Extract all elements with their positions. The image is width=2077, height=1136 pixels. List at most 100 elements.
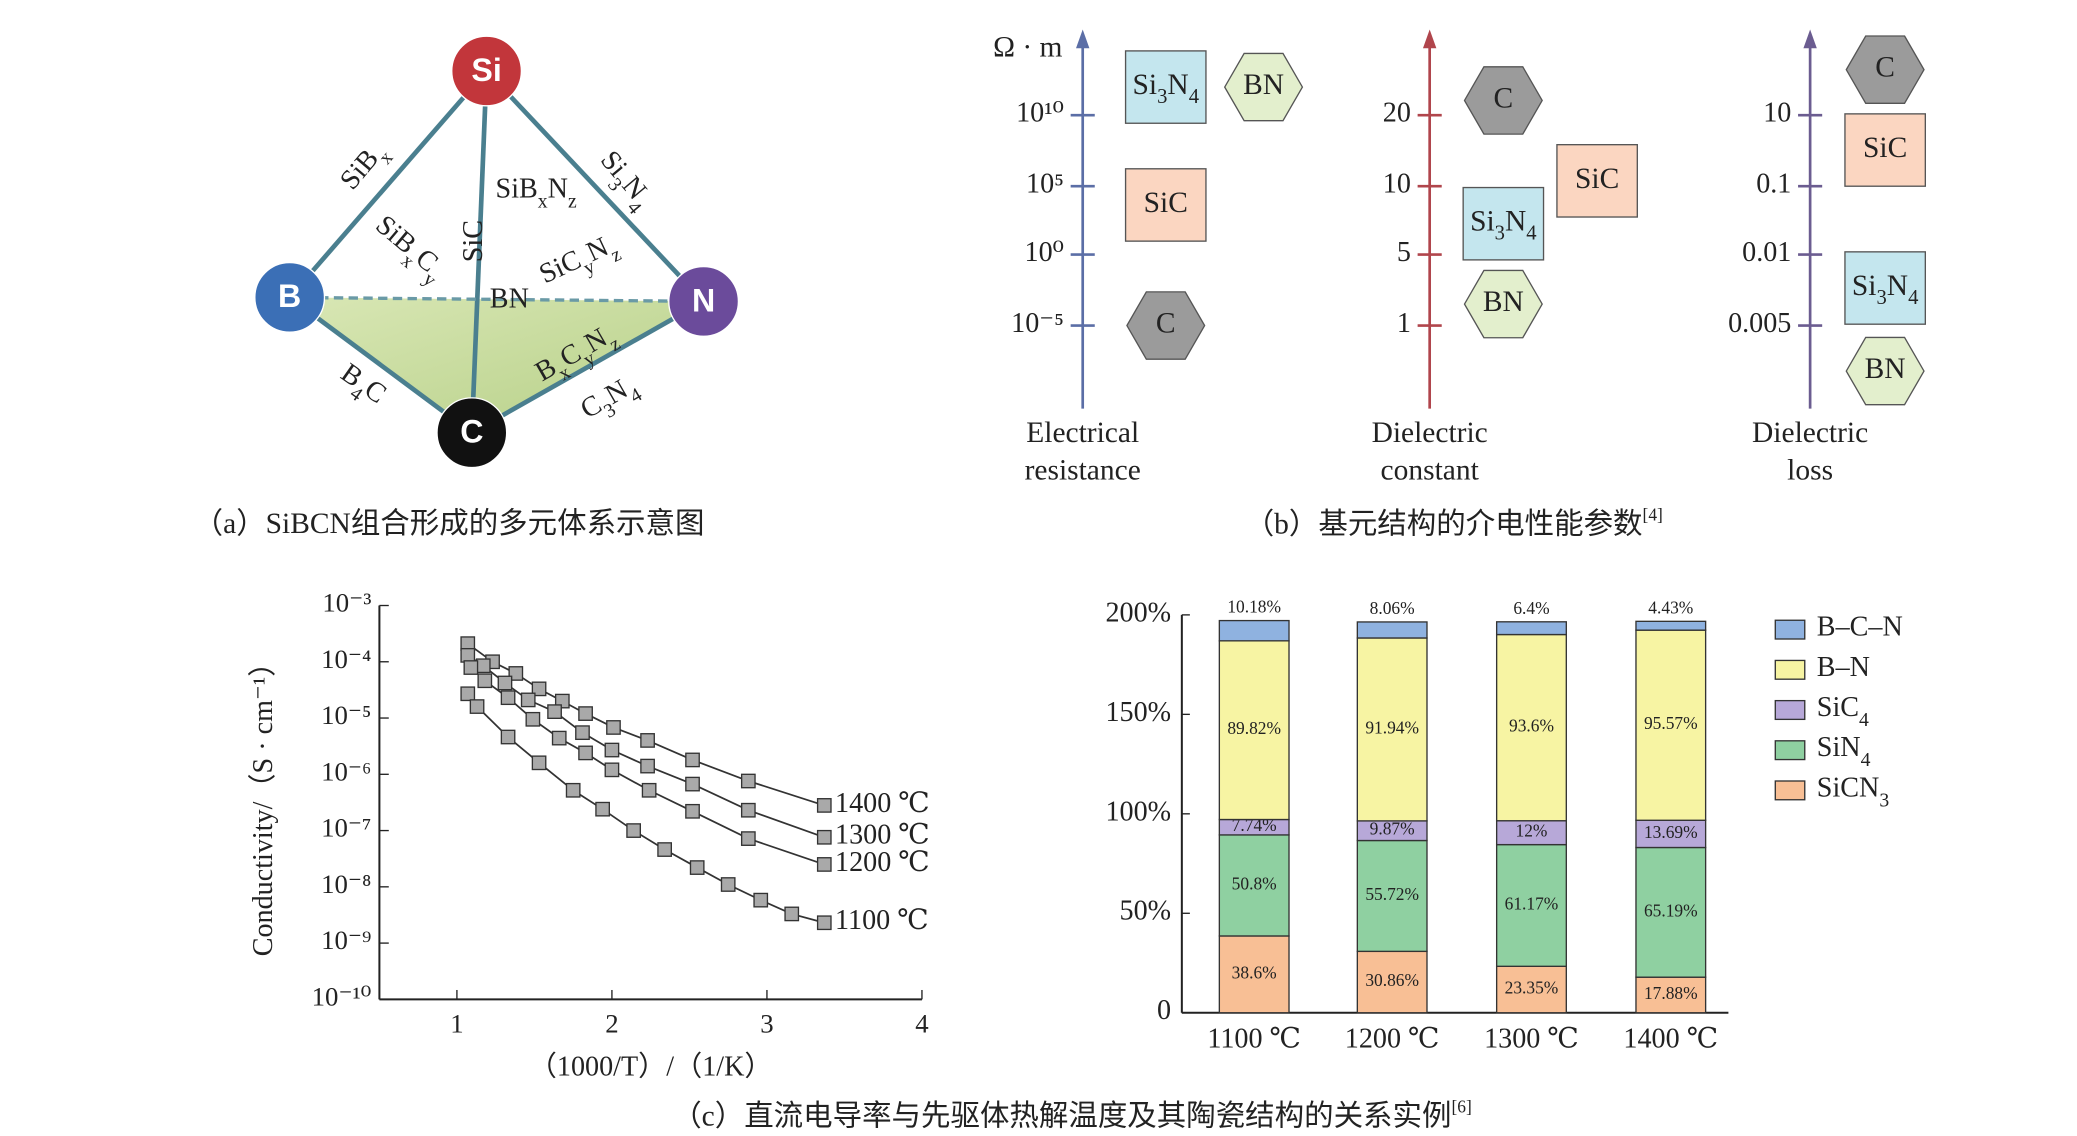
- y-tick-label: 10⁻³: [322, 588, 371, 618]
- x-tick-label: 1: [450, 1008, 463, 1038]
- value-label: 23.35%: [1505, 978, 1559, 998]
- marker: [816, 915, 832, 931]
- bar-segment: [1495, 843, 1567, 967]
- scale-label: constant: [1381, 455, 1480, 487]
- bar-segment: [1635, 819, 1707, 849]
- material-box: [1556, 144, 1638, 218]
- scale-tick-label: 0.01: [1742, 237, 1791, 268]
- marker: [547, 704, 562, 719]
- scale-label: Dielectric: [1752, 417, 1868, 449]
- series-label: 1100 ℃: [835, 905, 929, 936]
- edge-label: SiBxNz: [496, 174, 577, 212]
- y-tick-label: 10⁻⁷: [321, 813, 371, 843]
- material-box: [1844, 113, 1926, 187]
- y-tick-label: 10⁻⁹: [321, 925, 371, 955]
- material-label: C: [1156, 307, 1176, 339]
- marker: [565, 782, 581, 798]
- caption-a: （a）SiBCN组合形成的多元体系示意图: [194, 507, 705, 540]
- value-label: 4.43%: [1648, 597, 1693, 617]
- scale-label: Dielectric: [1372, 417, 1488, 449]
- value-label: 10.18%: [1227, 597, 1281, 617]
- caption-b-text: （b）基元结构的介电性能参数: [1245, 507, 1643, 540]
- material-hex: [1126, 291, 1206, 360]
- legend-swatch: [1774, 619, 1806, 640]
- legend-label: SiCN3: [1817, 773, 1890, 811]
- edge-label: SiBxCy: [365, 210, 451, 291]
- bar-segment: [1635, 629, 1707, 821]
- marker: [525, 711, 541, 727]
- material-label: BN: [1243, 69, 1284, 101]
- value-label: 95.57%: [1644, 713, 1698, 733]
- value-label: 93.6%: [1509, 716, 1554, 736]
- node: [668, 265, 740, 337]
- marker: [604, 742, 620, 758]
- base-face: [289, 297, 704, 433]
- scale-arrow: [1076, 29, 1090, 49]
- material-hex: [1463, 269, 1543, 339]
- series-label: 1400 ℃: [835, 788, 930, 819]
- scale-arrow: [1803, 29, 1817, 49]
- material-hex: [1845, 35, 1925, 104]
- node-label: B: [278, 278, 301, 314]
- series-label: 1300 ℃: [835, 820, 930, 851]
- edge: [287, 69, 489, 299]
- y-tick-label: 150%: [1105, 697, 1171, 728]
- bar-segment: [1356, 621, 1428, 639]
- material-box: [1844, 251, 1926, 325]
- y-axis-title: Conductivity/（S · cm⁻¹）: [247, 649, 279, 957]
- node-label: Si: [471, 52, 501, 88]
- material-label: BN: [1483, 286, 1524, 318]
- marker: [685, 776, 700, 792]
- edge-label: BN: [490, 284, 529, 315]
- caption-c: （c）直流电导率与先驱体热解温度及其陶瓷结构的关系实例[6]: [672, 1097, 1472, 1133]
- marker: [753, 892, 769, 908]
- bar-segment: [1495, 965, 1567, 1014]
- marker: [640, 733, 655, 748]
- value-label: 50.8%: [1232, 873, 1277, 893]
- marker: [463, 660, 479, 675]
- marker: [477, 673, 493, 689]
- material-hex: [1845, 336, 1925, 406]
- x-axis-title: （1000/T）/（1/K）: [529, 1050, 773, 1082]
- material-label: Si3N4: [1133, 69, 1200, 108]
- value-label: 12%: [1516, 821, 1548, 841]
- marker: [740, 802, 756, 818]
- marker: [604, 762, 620, 778]
- caption-b: （b）基元结构的介电性能参数[4]: [1245, 504, 1663, 540]
- bar-segment: [1635, 620, 1707, 631]
- legend-swatch: [1774, 780, 1806, 801]
- caption-b-ref: [4]: [1643, 504, 1663, 524]
- material-label: SiC: [1863, 132, 1907, 164]
- bar-segment: [1218, 640, 1290, 821]
- caption-c-ref: [6]: [1451, 1097, 1471, 1117]
- marker: [640, 758, 655, 774]
- node-label: C: [460, 414, 483, 450]
- material-label: Si3N4: [1852, 270, 1919, 309]
- marker: [657, 842, 672, 857]
- value-label: 65.19%: [1644, 900, 1698, 920]
- material-label: SiC: [1575, 163, 1619, 195]
- x-tick-label: 4: [915, 1008, 928, 1038]
- legend-label: SiN4: [1817, 733, 1871, 771]
- marker: [500, 729, 516, 745]
- legend-swatch: [1774, 740, 1806, 761]
- marker: [689, 860, 705, 875]
- material-label: SiC: [1144, 187, 1188, 219]
- node: [254, 261, 326, 333]
- edge-hidden: [289, 295, 704, 304]
- series-line: [467, 693, 825, 924]
- marker: [816, 829, 832, 845]
- value-label: 9.87%: [1370, 819, 1415, 839]
- y-tick-label: 100%: [1105, 796, 1171, 827]
- marker: [500, 690, 516, 706]
- material-box: [1124, 168, 1207, 242]
- scale-tick-label: 5: [1397, 237, 1411, 268]
- scale-tick-label: 1: [1397, 308, 1411, 339]
- unit-label: Ω · m: [993, 31, 1062, 63]
- edge: [484, 69, 706, 304]
- node-label: N: [692, 282, 715, 318]
- value-label: 61.17%: [1505, 893, 1559, 913]
- marker: [575, 725, 590, 741]
- material-box: [1124, 50, 1207, 124]
